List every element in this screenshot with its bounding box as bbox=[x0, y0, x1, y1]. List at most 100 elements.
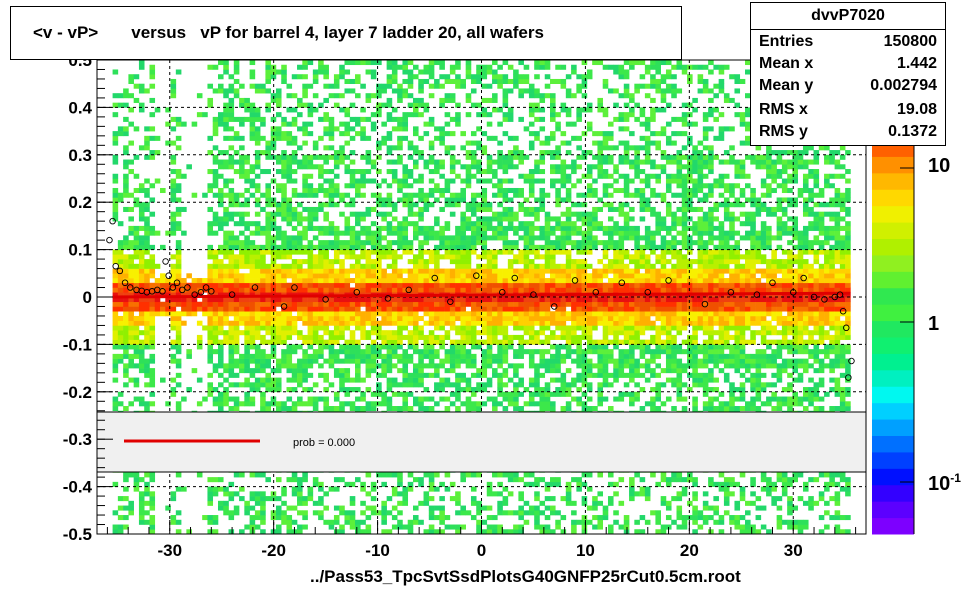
heatmap-cell bbox=[550, 406, 556, 412]
heatmap-cell bbox=[386, 249, 393, 255]
heatmap-cell bbox=[149, 315, 156, 321]
heatmap-cell bbox=[391, 88, 398, 94]
heatmap-cell bbox=[249, 74, 256, 80]
heatmap-cell bbox=[260, 500, 266, 506]
heatmap-cell bbox=[112, 368, 119, 374]
heatmap-cell bbox=[370, 391, 377, 397]
heatmap-cell bbox=[571, 121, 577, 127]
heatmap-cell bbox=[565, 173, 572, 179]
heatmap-cell bbox=[307, 268, 314, 274]
heatmap-cell bbox=[244, 287, 250, 293]
heatmap-cell bbox=[376, 263, 382, 269]
heatmap-cell bbox=[228, 192, 235, 198]
heatmap-cell bbox=[349, 173, 356, 179]
heatmap-cell bbox=[170, 211, 177, 217]
heatmap-cell bbox=[260, 334, 266, 340]
heatmap-cell bbox=[402, 173, 409, 179]
heatmap-cell bbox=[544, 406, 551, 412]
heatmap-cell bbox=[502, 206, 509, 212]
heatmap-cell bbox=[565, 216, 572, 222]
heatmap-cell bbox=[497, 382, 503, 388]
heatmap-cell bbox=[470, 486, 477, 492]
heatmap-cell bbox=[434, 78, 440, 84]
heatmap-cell bbox=[449, 178, 456, 184]
heatmap-cell bbox=[365, 387, 372, 393]
heatmap-cell bbox=[249, 505, 256, 511]
heatmap-cell bbox=[502, 164, 509, 170]
heatmap-cell bbox=[117, 244, 124, 250]
heatmap-cell bbox=[370, 259, 377, 265]
heatmap-cell bbox=[233, 263, 240, 269]
heatmap-cell bbox=[191, 301, 198, 307]
heatmap-cell bbox=[528, 259, 535, 265]
heatmap-cell bbox=[302, 349, 308, 355]
heatmap-cell bbox=[128, 230, 134, 236]
heatmap-cell bbox=[360, 135, 366, 141]
heatmap-cell bbox=[265, 315, 271, 321]
heatmap-cell bbox=[528, 183, 535, 189]
heatmap-cell bbox=[307, 173, 314, 179]
heatmap-cell bbox=[434, 363, 440, 369]
heatmap-cell bbox=[486, 382, 493, 388]
heatmap-cell bbox=[581, 353, 588, 359]
heatmap-cell bbox=[497, 505, 503, 511]
heatmap-cell bbox=[307, 211, 314, 217]
heatmap-cell bbox=[228, 126, 235, 132]
heatmap-cell bbox=[434, 306, 440, 312]
heatmap-cell bbox=[260, 363, 266, 369]
heatmap-cell bbox=[333, 353, 340, 359]
heatmap-cell bbox=[581, 334, 588, 340]
heatmap-cell bbox=[528, 382, 535, 388]
heatmap-cell bbox=[439, 268, 445, 274]
heatmap-cell bbox=[112, 297, 119, 303]
heatmap-cell bbox=[297, 268, 303, 274]
heatmap-cell bbox=[233, 211, 240, 217]
heatmap-cell bbox=[523, 287, 530, 293]
heatmap-cell bbox=[560, 387, 567, 393]
heatmap-cell bbox=[228, 187, 235, 194]
heatmap-cell bbox=[286, 297, 293, 303]
heatmap-cell bbox=[233, 116, 240, 122]
heatmap-cell bbox=[539, 406, 546, 412]
heatmap-cell bbox=[465, 339, 472, 345]
heatmap-cell bbox=[123, 339, 129, 345]
heatmap-cell bbox=[217, 273, 224, 279]
heatmap-cell bbox=[576, 273, 582, 279]
heatmap-cell bbox=[544, 192, 551, 198]
heatmap-cell bbox=[228, 358, 235, 364]
heatmap-cell bbox=[233, 311, 240, 317]
heatmap-cell bbox=[212, 282, 219, 288]
heatmap-cell bbox=[275, 93, 282, 99]
heatmap-cell bbox=[586, 505, 593, 511]
heatmap-cell bbox=[133, 154, 140, 160]
heatmap-cell bbox=[228, 230, 235, 236]
heatmap-cell bbox=[539, 150, 546, 156]
heatmap-cell bbox=[112, 353, 119, 359]
heatmap-cell bbox=[550, 282, 556, 288]
heatmap-cell bbox=[428, 334, 435, 340]
heatmap-cell bbox=[507, 178, 514, 184]
heatmap-cell bbox=[539, 107, 546, 113]
heatmap-cell bbox=[465, 69, 472, 75]
heatmap-cell bbox=[260, 349, 266, 355]
heatmap-cell bbox=[550, 78, 556, 84]
heatmap-cell bbox=[492, 97, 498, 103]
heatmap-cell bbox=[170, 339, 177, 345]
heatmap-cell bbox=[207, 477, 214, 483]
heatmap-cell bbox=[555, 306, 561, 312]
heatmap-cell bbox=[344, 353, 351, 359]
heatmap-cell bbox=[470, 301, 477, 307]
heatmap-cell bbox=[165, 230, 171, 236]
heatmap-cell bbox=[365, 60, 372, 66]
heatmap-cell bbox=[291, 135, 298, 141]
heatmap-cell bbox=[465, 382, 472, 388]
heatmap-cell bbox=[539, 159, 546, 165]
heatmap-cell bbox=[428, 510, 435, 516]
heatmap-cell bbox=[428, 505, 435, 511]
heatmap-cell bbox=[144, 472, 150, 478]
heatmap-cell bbox=[592, 500, 598, 506]
heatmap-cell bbox=[228, 88, 235, 94]
heatmap-cell bbox=[412, 377, 419, 383]
heatmap-cell bbox=[560, 268, 567, 274]
heatmap-cell bbox=[212, 311, 219, 317]
